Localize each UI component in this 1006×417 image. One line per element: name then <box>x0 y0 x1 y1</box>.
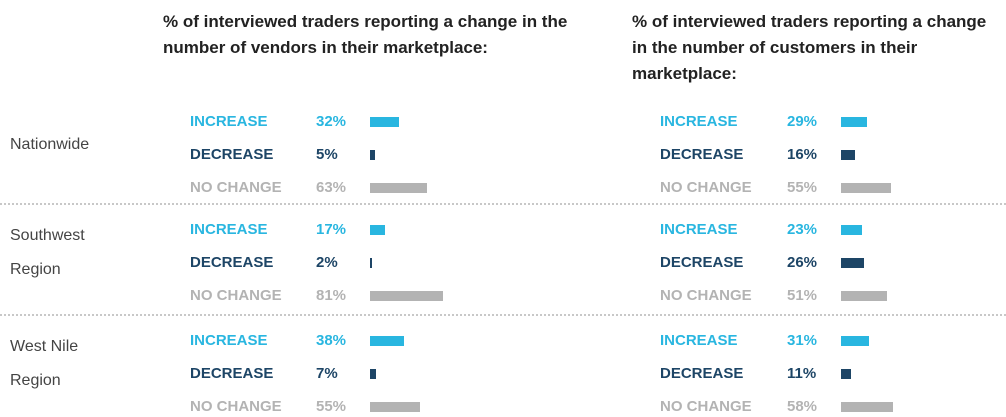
chart-title: % of interviewed traders reporting a cha… <box>632 12 987 83</box>
series-label: INCREASE <box>660 221 738 238</box>
series-label: INCREASE <box>190 113 268 130</box>
series-label: INCREASE <box>190 332 268 349</box>
series-label: DECREASE <box>190 146 274 163</box>
series-label: NO CHANGE <box>190 398 282 415</box>
series-label: DECREASE <box>660 254 744 271</box>
value-label: 38% <box>316 332 347 349</box>
series-label: DECREASE <box>660 365 744 382</box>
series-label: NO CHANGE <box>190 179 282 196</box>
value-label: 51% <box>787 287 818 304</box>
region-label: Southwest Region <box>10 227 85 278</box>
bar <box>841 336 869 346</box>
bar <box>370 291 443 301</box>
value-label: 63% <box>316 179 347 196</box>
bar <box>841 150 856 160</box>
value-label: 16% <box>787 146 818 163</box>
bar <box>370 225 386 235</box>
value-label: 11% <box>787 365 817 382</box>
value-label: 31% <box>787 332 818 349</box>
bar <box>841 258 865 268</box>
series-label: DECREASE <box>190 365 274 382</box>
bar <box>841 117 868 127</box>
value-label: 55% <box>316 398 347 415</box>
value-label: 5% <box>316 146 338 163</box>
bar <box>841 183 891 193</box>
value-label: 58% <box>787 398 818 415</box>
separator <box>0 314 1006 316</box>
value-label: 29% <box>787 113 818 130</box>
series-label: INCREASE <box>660 113 738 130</box>
chart-title: % of interviewed traders reporting a cha… <box>163 12 568 57</box>
bar <box>370 117 399 127</box>
separator <box>0 203 1006 205</box>
value-label: 26% <box>787 254 818 271</box>
series-label: INCREASE <box>660 332 738 349</box>
region-label: West Nile Region <box>10 338 79 389</box>
series-label: DECREASE <box>660 146 744 163</box>
series-label: NO CHANGE <box>660 287 752 304</box>
bar <box>370 402 420 412</box>
series-label: NO CHANGE <box>190 287 282 304</box>
bar <box>370 258 372 268</box>
value-label: 23% <box>787 221 818 238</box>
series-label: NO CHANGE <box>660 398 752 415</box>
bar <box>841 291 887 301</box>
value-label: 2% <box>316 254 338 271</box>
bar <box>370 369 377 379</box>
bar <box>841 369 851 379</box>
value-label: 32% <box>316 113 347 130</box>
series-label: INCREASE <box>190 221 268 238</box>
bar <box>841 225 862 235</box>
value-label: 81% <box>316 287 347 304</box>
value-label: 55% <box>787 179 818 196</box>
bar <box>841 402 894 412</box>
bar <box>370 336 405 346</box>
series-label: DECREASE <box>190 254 274 271</box>
bar <box>370 183 427 193</box>
value-label: 7% <box>316 365 338 382</box>
series-label: NO CHANGE <box>660 179 752 196</box>
region-label: Nationwide <box>10 136 90 153</box>
value-label: 17% <box>316 221 347 238</box>
bar <box>370 150 375 160</box>
